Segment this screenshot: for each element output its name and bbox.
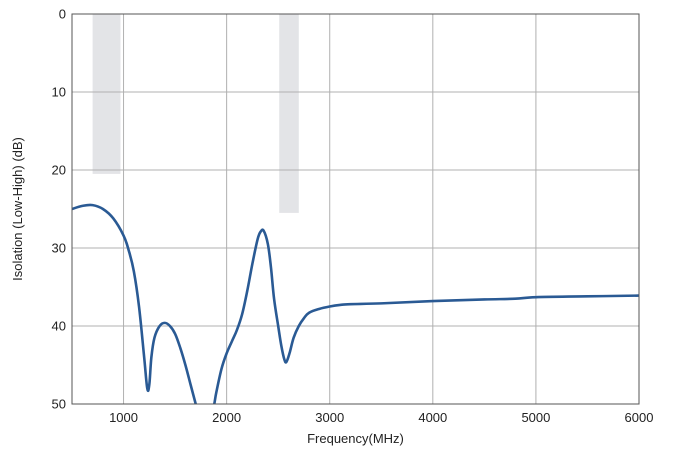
y-axis-label: Isolation (Low-High) (dB) [10,137,25,281]
x-tick-label-6000: 6000 [625,410,654,425]
y-tick-label-0: 0 [59,7,66,22]
y-axis-ticks: 0 10 20 30 40 50 [52,7,66,412]
shaded-band-1 [92,14,121,174]
data-series [72,203,639,404]
x-tick-label-1000: 1000 [109,410,138,425]
x-tick-label-3000: 3000 [315,410,344,425]
shaded-bands [92,14,299,213]
plot-frame [71,13,640,405]
y-tick-label-30: 30 [52,241,66,256]
y-tick-label-50: 50 [52,397,66,412]
shaded-band-2 [279,14,299,213]
x-axis-ticks: 1000 2000 3000 4000 5000 6000 [109,410,653,425]
series-1-segment-1 [72,203,198,404]
grid [72,14,639,404]
x-tick-label-5000: 5000 [521,410,550,425]
y-tick-label-10: 10 [52,85,66,100]
x-tick-label-4000: 4000 [418,410,447,425]
series-1-segment-2 [212,228,639,404]
y-tick-label-40: 40 [52,319,66,334]
y-tick-label-20: 20 [52,163,66,178]
x-tick-label-2000: 2000 [212,410,241,425]
x-axis-label: Frequency(MHz) [307,431,404,446]
